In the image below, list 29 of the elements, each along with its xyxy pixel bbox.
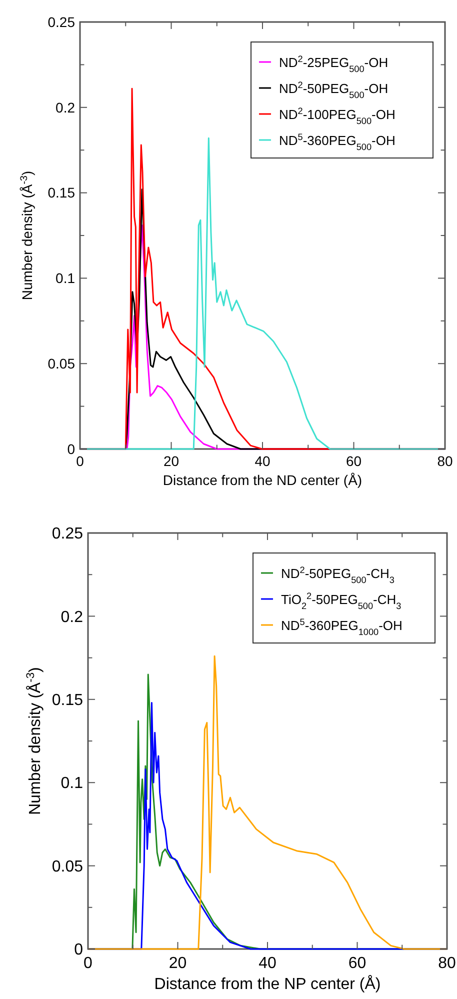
y-tick-label: 0 <box>67 440 76 457</box>
x-axis-title: Distance from the ND center (Å) <box>162 472 362 488</box>
y-tick-label: 0 <box>74 942 84 959</box>
x-tick-label: 80 <box>438 955 456 972</box>
legend-label: ND$^{2}$-25PEG$_{500}$-OH <box>279 54 388 74</box>
y-tick-label: 0.1 <box>56 270 76 286</box>
legend-label: ND$^{2}$-100PEG$_{500}$-OH <box>279 106 396 126</box>
y-tick-label: 0.1 <box>60 775 84 792</box>
y-tick-label: 0.2 <box>56 99 76 116</box>
x-tick-label: 20 <box>168 955 187 972</box>
y-tick-label: 0.05 <box>52 858 84 876</box>
x-tick-label: 80 <box>437 453 453 469</box>
x-tick-label: 60 <box>346 453 362 469</box>
legend-label: TiO$_{2}$$^{2}$-50PEG$_{500}$-CH$_{3}$ <box>281 591 402 611</box>
x-tick-label: 40 <box>254 453 270 469</box>
x-axis-title: Distance from the NP center (Å) <box>154 975 381 993</box>
x-tick-label: 20 <box>163 453 180 469</box>
y-tick-label: 0.25 <box>52 526 84 543</box>
x-tick-label: 60 <box>348 955 366 972</box>
legend-label: ND$^{2}$-50PEG$_{500}$-CH$_{3}$ <box>281 565 394 585</box>
y-tick-label: 0.15 <box>48 184 76 201</box>
y-tick-label: 0.15 <box>52 692 84 709</box>
y-tick-label: 0.25 <box>48 14 76 30</box>
legend-label: ND$^{5}$-360PEG$_{1000}$-OH <box>281 617 402 637</box>
y-tick-label: 0.05 <box>48 356 76 372</box>
legend-label: ND$^{2}$-50PEG$_{500}$-OH <box>279 80 388 100</box>
y-tick-label: 0.2 <box>60 608 84 626</box>
legend-label: ND$^{5}$-360PEG$_{500}$-OH <box>279 132 396 152</box>
x-tick-label: 40 <box>258 955 276 972</box>
